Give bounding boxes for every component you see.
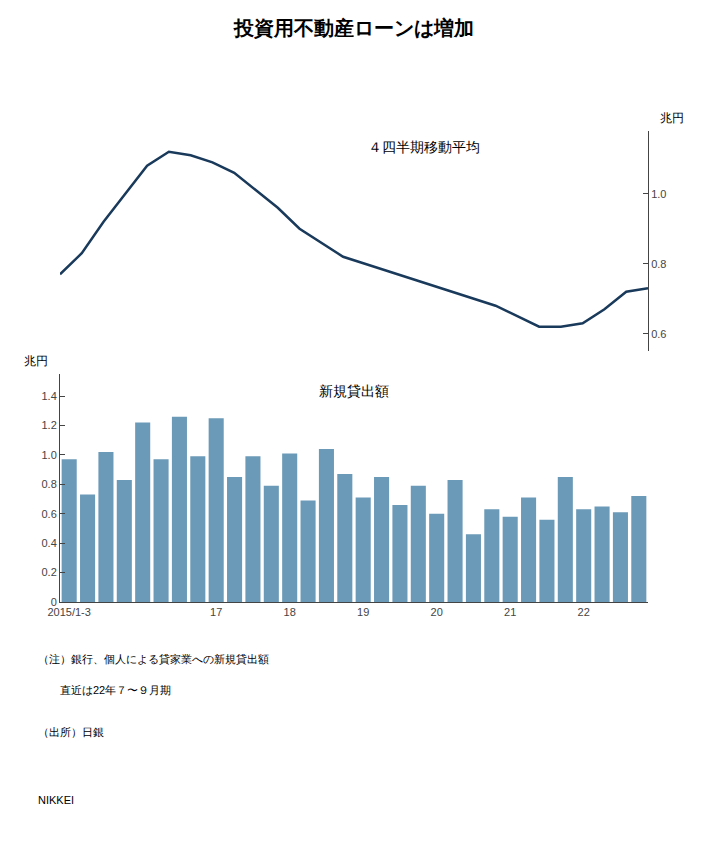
- svg-text:0.6: 0.6: [42, 508, 57, 520]
- svg-text:2015/1-3: 2015/1-3: [47, 606, 90, 618]
- svg-text:20: 20: [431, 606, 443, 618]
- svg-text:1.0: 1.0: [42, 449, 57, 461]
- svg-text:（出所）日銀: （出所）日銀: [38, 726, 104, 738]
- svg-text:22: 22: [578, 606, 590, 618]
- svg-text:17: 17: [210, 606, 222, 618]
- svg-text:0.4: 0.4: [42, 537, 57, 549]
- svg-text:直近は22年７〜９月期: 直近は22年７〜９月期: [38, 684, 171, 696]
- svg-text:1.2: 1.2: [42, 419, 57, 431]
- svg-text:兆円: 兆円: [24, 354, 48, 368]
- svg-text:1.4: 1.4: [42, 390, 57, 402]
- svg-text:投資用不動産ローンは増加: 投資用不動産ローンは増加: [233, 17, 474, 39]
- svg-text:0.2: 0.2: [42, 566, 57, 578]
- svg-text:４四半期移動平均: ４四半期移動平均: [368, 139, 480, 155]
- svg-text:0.8: 0.8: [42, 478, 57, 490]
- svg-text:（注）銀行、個人による貸家業への新規貸出額: （注）銀行、個人による貸家業への新規貸出額: [38, 653, 269, 665]
- svg-text:0: 0: [51, 596, 57, 608]
- svg-text:兆円: 兆円: [660, 111, 684, 125]
- svg-text:NIKKEI: NIKKEI: [38, 794, 74, 806]
- svg-text:0.6: 0.6: [651, 328, 666, 340]
- svg-text:新規貸出額: 新規貸出額: [319, 383, 389, 399]
- svg-text:18: 18: [284, 606, 296, 618]
- svg-text:1.0: 1.0: [651, 188, 666, 200]
- svg-text:0.8: 0.8: [651, 258, 666, 270]
- svg-text:19: 19: [357, 606, 369, 618]
- svg-text:21: 21: [504, 606, 516, 618]
